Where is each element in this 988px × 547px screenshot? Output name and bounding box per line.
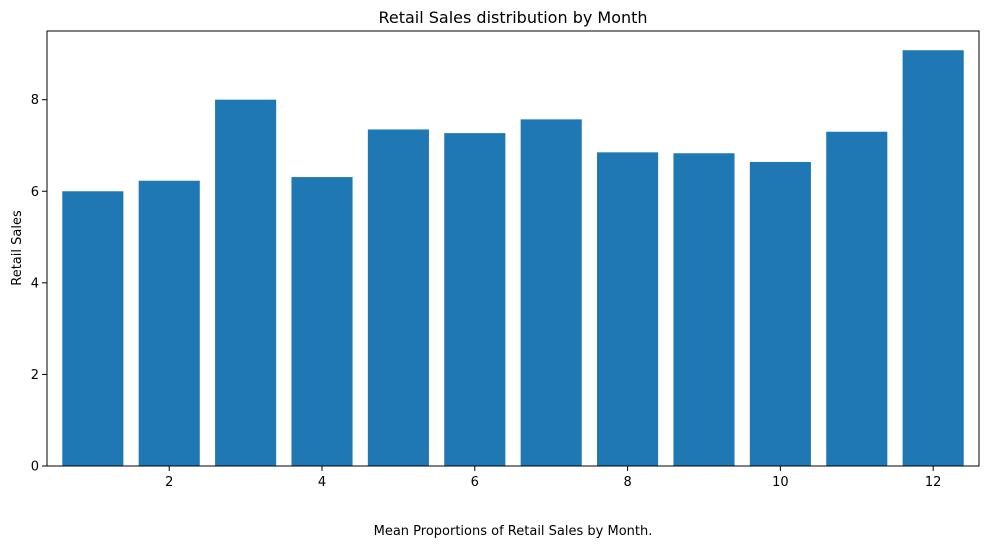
x-tick-label: 12 [925, 475, 942, 490]
bar-month-7 [520, 119, 582, 467]
bars-group [62, 50, 964, 467]
bar-month-11 [826, 131, 888, 467]
bar-month-3 [215, 99, 277, 467]
bar-month-10 [749, 161, 811, 466]
x-tick-label: 10 [772, 475, 789, 490]
x-axis-label: Mean Proportions of Retail Sales by Mont… [374, 524, 653, 539]
bar-month-2 [138, 180, 200, 467]
y-tick-label: 6 [31, 185, 39, 200]
bar-month-12 [902, 50, 964, 466]
y-tick-label: 8 [31, 93, 39, 108]
y-tick-label: 4 [31, 276, 39, 291]
bar-month-8 [597, 152, 659, 466]
x-tick-label: 6 [471, 475, 479, 490]
x-tick-label: 2 [165, 475, 173, 490]
y-tick-label: 2 [31, 368, 39, 383]
x-tick-label: 4 [318, 475, 326, 490]
x-tick-label: 8 [623, 475, 631, 490]
x-axis-ticks: 2 4 6 8 10 12 [165, 466, 941, 490]
bar-month-5 [367, 129, 429, 466]
plot-frame [46, 30, 980, 467]
y-axis-label: Retail Sales [10, 210, 25, 286]
bar-month-9 [673, 153, 735, 466]
bar-month-4 [291, 177, 353, 466]
bar-month-1 [62, 191, 124, 466]
y-tick-label: 0 [31, 460, 39, 475]
y-axis-ticks: 0 2 4 6 8 [31, 93, 47, 475]
bar-month-6 [444, 133, 506, 467]
chart-title: Retail Sales distribution by Month [378, 8, 647, 27]
